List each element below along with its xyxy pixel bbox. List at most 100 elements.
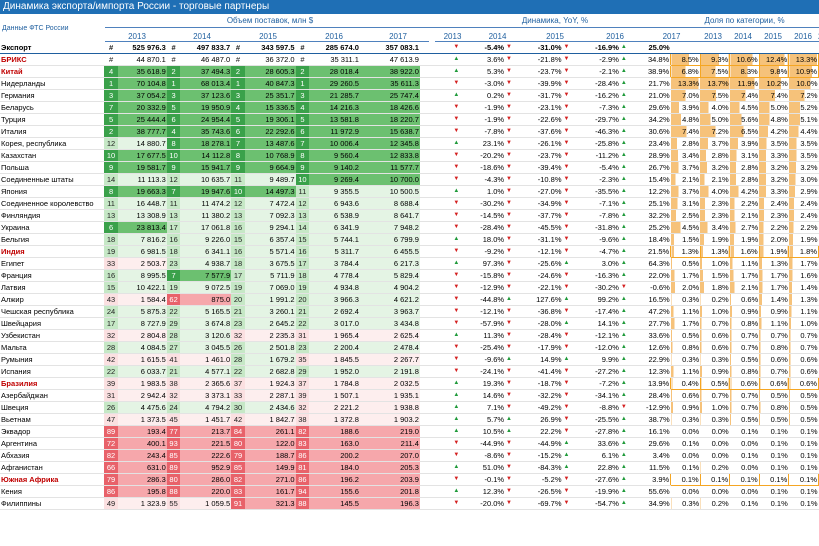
dynamics-cell: ▼ -8.6% [452,449,506,462]
share-cell: 0.1% [788,497,819,510]
share-cell: 0.6% [788,353,819,366]
dynamics-cell: ▼ -23.7% [505,149,563,162]
dynamics-cell: ▼ -28.0% [505,317,563,330]
dynamics-value: -18.7% [537,379,562,388]
volume-cell: 46 487.0 [180,53,232,66]
volume-cell: 5 829.4 [359,269,420,282]
dynamics-cell [419,221,453,234]
dynamics-value: 7.1% [486,403,505,412]
share-cell: 6.5% [729,125,760,138]
arrow-up-icon: ▲ [620,104,627,110]
dynamics-value: -25.5% [595,415,619,424]
dynamics-cell: ▲ 38.7% [619,413,671,426]
volume-cell: 8 727.9 [117,317,167,330]
rank-cell: 33 [104,257,118,270]
rank-cell: 7 [295,137,310,150]
dynamics-cell [419,42,453,54]
arrow-up-icon: ▲ [453,260,460,266]
share-cell: 0.0% [670,425,701,438]
rank-cell: 39 [295,389,310,402]
share-cell: 7.4% [729,89,760,102]
volume-cell: 6 357.4 [244,233,296,246]
arrow-down-icon: ▼ [563,200,570,206]
volume-cell: 10 006.4 [309,137,360,150]
share-cell: 4.0% [700,185,730,198]
share-cell: 3.9% [670,101,701,114]
dynamics-value: 127.6% [536,295,562,304]
share-cell: 0.4% [670,377,701,390]
dynamics-cell: ▲ 29.6% [619,437,671,450]
dynamics-value: -1.9% [484,103,505,112]
dynamics-value: 12.3% [648,367,670,376]
arrow-up-icon: ▲ [620,260,627,266]
share-cell: 3.4% [670,149,701,162]
rank-cell: 2 [231,65,245,78]
volume-cell: 952.9 [180,461,232,474]
share-cell: 0.6% [729,377,760,390]
arrow-down-icon: ▼ [453,224,460,230]
volume-cell: 2 804.8 [117,329,167,342]
arrow-down-icon: ▼ [506,260,512,266]
arrow-down-icon: ▼ [563,332,570,338]
dynamics-cell: ▼ -10.8% [505,173,563,186]
dynamics-value: 30.6% [648,127,670,136]
dynamics-value: 28.4% [648,391,670,400]
rank-cell: 7 [231,137,245,150]
volume-cell: 188.6 [309,425,360,438]
volume-cell: 1 991.2 [244,293,296,306]
share-cell: 3.2% [759,173,789,186]
share-cell: 0.6% [670,389,701,402]
volume-cell: 35 618.9 [117,65,167,78]
arrow-down-icon: ▼ [506,224,512,230]
rank-cell: 11 [231,173,245,186]
rank-cell: 24 [166,401,181,414]
dynamics-cell: ▼ -9.6% [562,233,620,246]
rank-cell: 3 [295,89,310,102]
arrow-down-icon: ▼ [453,476,460,482]
header-group-row: Объем поставок, млн $ Динамика, YoY, % Д… [0,15,819,26]
share-cell: 0.1% [759,485,789,498]
dynamics-value: -21.8% [537,55,562,64]
dynamics-cell: ▲ 19.3% [452,377,506,390]
arrow-up-icon: ▲ [620,92,627,98]
arrow-up-icon: ▲ [620,500,627,506]
share-cell: 1.7% [788,257,819,270]
dynamics-cell: ▲ 12.3% [452,485,506,498]
share-cell: 1.7% [670,269,701,282]
dynamics-value: -5.4% [484,43,505,52]
dynamics-cell [419,437,453,450]
rank-cell: 29 [166,317,181,330]
dynamics-cell [419,305,453,318]
volume-cell: 13 308.9 [117,209,167,222]
year-header-2014: 2014 [169,31,235,42]
arrow-up-icon: ▲ [563,440,570,446]
arrow-down-icon: ▼ [563,164,570,170]
partner-row: Корея, республика 12 14 880.7 8 18 278.1 7 13 … [0,137,819,150]
rank-cell: 17 [104,317,118,330]
share-cell: 1.0% [788,317,819,330]
share-cell: 4.2% [729,185,760,198]
dynamics-cell: ▼ -9.6% [452,353,506,366]
share-cell: 2.1% [670,173,701,186]
volume-cell: 5 711.9 [244,269,296,282]
arrow-up-icon: ▲ [453,464,460,470]
arrow-down-icon: ▼ [563,68,570,74]
volume-cell: 11 577.7 [359,161,420,174]
dynamics-value: 25.0% [648,43,670,52]
arrow-up-icon: ▲ [620,392,627,398]
country-name: Беларусь [0,101,105,114]
dynamics-value: -30.2% [595,283,619,292]
volume-cell: 3 017.0 [309,317,360,330]
arrow-down-icon: ▼ [506,236,512,242]
dynamics-cell: ▼ -34.9% [505,197,563,210]
rank-cell: 21 [231,305,245,318]
rank-cell: 22 [166,305,181,318]
arrow-down-icon: ▼ [563,404,570,410]
volume-cell: 7 472.4 [244,197,296,210]
dynamics-cell: ▲ 97.3% [452,257,506,270]
rank-cell: 1 [166,77,181,90]
volume-cell: 28 018.4 [309,65,360,78]
dynamics-cell: ▼ -16.2% [562,89,620,102]
volume-cell: 1 615.5 [117,353,167,366]
arrow-up-icon: ▲ [620,224,627,230]
